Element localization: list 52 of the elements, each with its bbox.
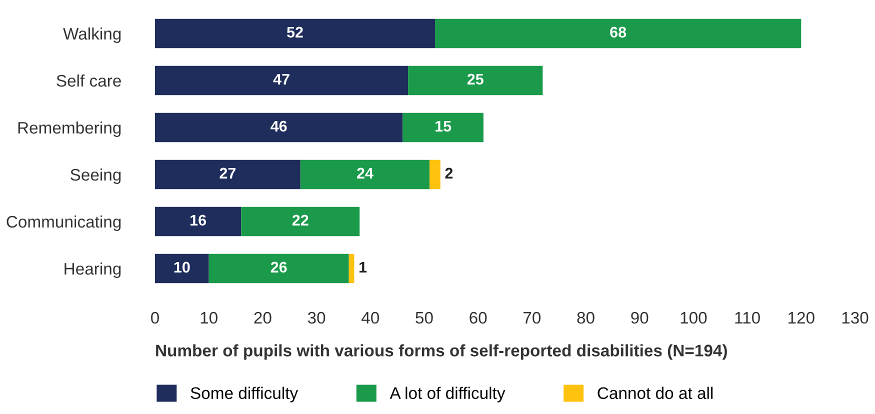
data-label: 46 (270, 120, 287, 132)
x-tick-label: 50 (416, 312, 433, 324)
data-label: 22 (292, 214, 308, 226)
data-label: 1 (360, 262, 367, 272)
bar (402, 112, 484, 142)
bar (155, 18, 435, 48)
x-tick-label: 20 (254, 312, 272, 324)
data-label: 15 (436, 120, 452, 132)
bar (155, 206, 242, 236)
x-tick-label: 30 (308, 312, 326, 324)
y-tick-label: Remembering (18, 121, 121, 137)
data-label: 2 (445, 168, 453, 178)
x-tick-label: 40 (362, 312, 380, 324)
bar (155, 160, 300, 190)
x-tick-label: 80 (577, 312, 594, 324)
bar (155, 254, 209, 284)
x-tick-label: 70 (524, 312, 541, 324)
bar (241, 206, 360, 236)
data-label: 52 (286, 26, 303, 38)
bar (348, 254, 354, 284)
bar (155, 66, 408, 96)
x-tick-label: 10 (200, 312, 218, 324)
bar (408, 66, 543, 96)
y-tick-label: Hearing (64, 262, 121, 278)
legend-label: Some difficulty (190, 386, 298, 402)
x-tick-label: 110 (735, 312, 760, 324)
data-label: 24 (357, 168, 374, 178)
x-tick-label: 0 (151, 312, 159, 324)
bar (435, 18, 802, 48)
x-tick-label: 60 (470, 312, 487, 324)
bar (430, 160, 440, 190)
data-label: 47 (273, 74, 290, 84)
bar (300, 160, 430, 190)
x-tick-label: 100 (680, 312, 707, 324)
data-label: 10 (174, 262, 190, 273)
y-tick-label: Self care (56, 74, 121, 87)
data-label: 25 (467, 74, 484, 85)
legend-label: Cannot do at all (598, 386, 713, 400)
x-axis-title: Number of pupils with various forms of self-reported disabilities (N=194) (156, 344, 727, 360)
bar (208, 254, 349, 284)
y-tick-label: Seeing (70, 168, 121, 184)
x-tick-label: 130 (842, 312, 868, 324)
data-label: 26 (270, 262, 287, 273)
data-label: 27 (220, 168, 236, 178)
legend-label: A lot of difficulty (390, 386, 506, 402)
x-tick-label: 120 (788, 312, 814, 324)
x-tick-label: 90 (631, 312, 648, 324)
y-tick-label: Communicating (6, 215, 121, 231)
y-tick-label: Walking (63, 27, 121, 43)
data-label: 16 (190, 214, 206, 226)
bar (155, 112, 403, 142)
data-label: 68 (610, 26, 626, 38)
